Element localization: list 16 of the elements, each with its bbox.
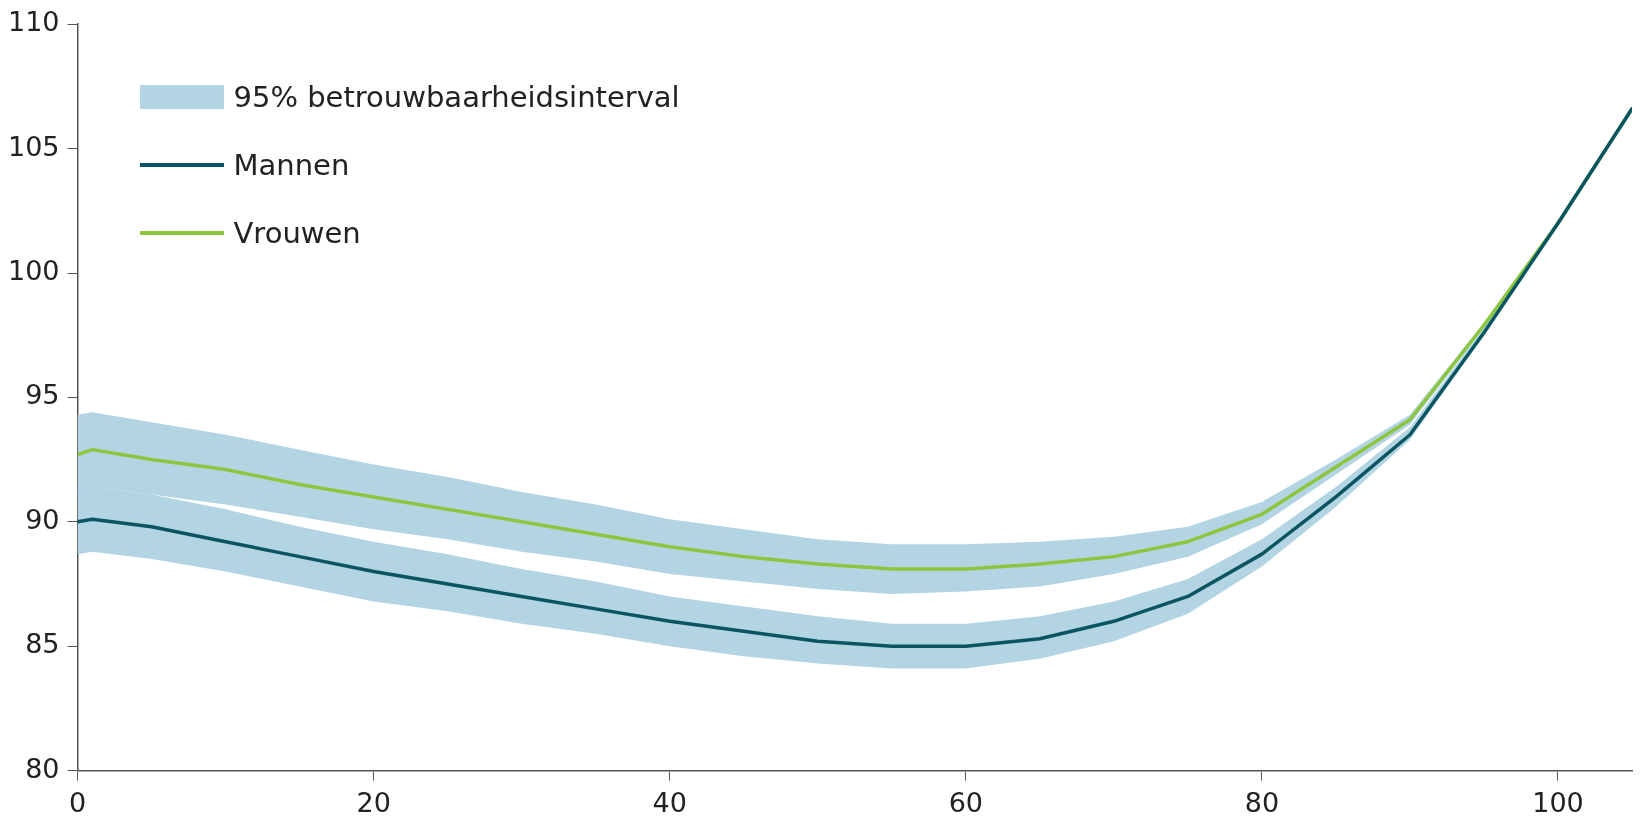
annotation: 95% betrouwbaarheidsinterval <box>233 80 680 115</box>
x-tick-label: 20 <box>356 786 391 818</box>
legend-label: Mannen <box>233 148 350 183</box>
legend-label: Vrouwen <box>233 216 361 251</box>
x-tick-label: 60 <box>948 786 983 818</box>
y-tick-label: 100 <box>7 255 60 287</box>
y-tick-label: 90 <box>25 503 60 535</box>
y-tick-label: 110 <box>7 6 60 38</box>
y-tick-label: 80 <box>25 752 60 784</box>
x-tick-label: 100 <box>1532 786 1584 818</box>
x-tick-label: 80 <box>1244 786 1280 818</box>
y-tick-label: 95 <box>25 379 60 411</box>
x-tick-label: 40 <box>652 786 687 818</box>
y-tick-label: 85 <box>25 628 60 660</box>
x-tick-label: 0 <box>68 786 87 818</box>
y-tick-label: 105 <box>7 130 60 162</box>
